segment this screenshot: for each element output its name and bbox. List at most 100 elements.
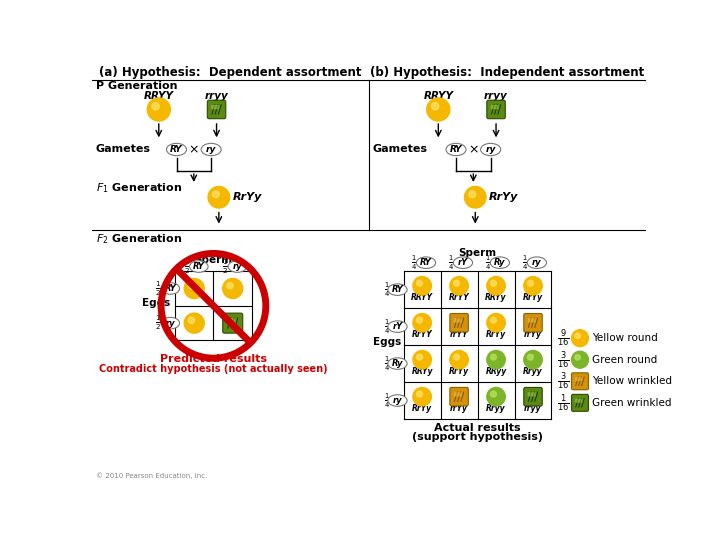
Text: $\frac{1}{2}$: $\frac{1}{2}$ [155,314,161,332]
Text: Eggs: Eggs [373,337,401,347]
FancyBboxPatch shape [454,318,462,322]
Text: ry: ry [392,396,402,405]
Circle shape [184,313,204,333]
Circle shape [572,330,588,347]
Text: RrYy: RrYy [233,192,262,202]
Text: RRYy: RRYy [485,293,507,302]
Circle shape [490,354,496,360]
Text: rrYy: rrYy [524,330,542,339]
Circle shape [450,350,468,369]
Circle shape [152,103,159,110]
Circle shape [523,350,542,369]
Text: Gametes: Gametes [373,145,428,154]
Text: Ry: Ry [392,359,403,368]
Text: RrYy: RrYy [486,330,506,339]
Circle shape [487,350,505,369]
Ellipse shape [527,257,546,268]
Text: rrYY: rrYY [450,330,468,339]
Circle shape [523,276,542,295]
Circle shape [427,98,450,121]
Circle shape [490,317,496,323]
Circle shape [417,354,423,360]
Text: ry: ry [206,145,216,154]
Text: rY: rY [458,258,468,267]
Ellipse shape [446,143,466,156]
Text: rY: rY [392,322,402,331]
Text: $\frac{1}{16}$: $\frac{1}{16}$ [557,392,570,414]
Circle shape [147,98,171,121]
Text: $\frac{1}{2}$: $\frac{1}{2}$ [184,258,191,276]
FancyBboxPatch shape [227,319,235,323]
Text: $\frac{1}{2}$: $\frac{1}{2}$ [222,258,229,276]
Text: $\frac{1}{4}$: $\frac{1}{4}$ [384,392,390,410]
Text: RrYy: RrYy [489,192,518,202]
Ellipse shape [161,283,179,294]
Text: $F_1$ Generation: $F_1$ Generation [96,181,182,195]
FancyBboxPatch shape [454,392,462,396]
Circle shape [490,391,496,397]
Circle shape [454,280,459,286]
FancyBboxPatch shape [528,318,536,322]
Text: RY: RY [420,258,432,267]
Ellipse shape [481,143,500,156]
Text: © 2010 Pearson Education, Inc.: © 2010 Pearson Education, Inc. [96,472,207,480]
Circle shape [450,276,468,295]
Circle shape [575,333,580,339]
Circle shape [528,280,534,286]
Circle shape [572,351,588,368]
Ellipse shape [388,358,407,369]
Text: $\frac{1}{4}$: $\frac{1}{4}$ [384,280,390,299]
FancyBboxPatch shape [523,387,542,406]
Text: $\frac{1}{2}$: $\frac{1}{2}$ [155,279,161,298]
Text: RrYy: RrYy [412,404,432,413]
FancyBboxPatch shape [490,105,499,109]
Text: Yellow wrinkled: Yellow wrinkled [593,376,672,386]
Text: RRyy: RRyy [485,367,507,376]
Circle shape [528,354,534,360]
Circle shape [490,280,496,286]
Text: Actual results: Actual results [434,423,521,433]
Text: (a) Hypothesis:  Dependent assortment: (a) Hypothesis: Dependent assortment [99,66,361,79]
FancyBboxPatch shape [207,100,226,119]
Ellipse shape [161,318,179,329]
Circle shape [208,186,230,208]
Text: Yellow round: Yellow round [593,333,658,343]
FancyBboxPatch shape [572,394,588,411]
Text: (b) Hypothesis:  Independent assortment: (b) Hypothesis: Independent assortment [371,66,644,79]
Circle shape [417,280,423,286]
FancyBboxPatch shape [572,373,588,390]
Text: rryy: rryy [524,404,541,413]
Text: RY: RY [450,145,462,154]
Ellipse shape [454,257,472,268]
Circle shape [487,276,505,295]
Ellipse shape [490,257,510,268]
Text: RRYY: RRYY [423,91,454,100]
Circle shape [188,282,194,289]
Text: ry: ry [233,262,242,271]
Circle shape [413,350,431,369]
Text: ×: × [189,143,199,156]
Text: RrYY: RrYY [449,293,469,302]
Text: rrYy: rrYy [450,404,468,413]
Text: $\frac{1}{4}$: $\frac{1}{4}$ [522,254,528,272]
Ellipse shape [388,284,407,295]
Circle shape [413,387,431,406]
Circle shape [417,391,423,397]
Text: Predicted results: Predicted results [160,354,267,364]
FancyBboxPatch shape [222,313,243,333]
Text: RRYy: RRYy [411,367,433,376]
FancyBboxPatch shape [528,392,536,396]
Text: $F_2$ Generation: $F_2$ Generation [96,233,182,246]
Circle shape [487,387,505,406]
Circle shape [431,103,438,110]
Text: $\frac{9}{16}$: $\frac{9}{16}$ [557,327,570,349]
Ellipse shape [388,395,407,406]
Text: $\frac{1}{4}$: $\frac{1}{4}$ [384,318,390,336]
Text: $\frac{1}{4}$: $\frac{1}{4}$ [411,254,418,272]
Text: Sperm: Sperm [459,248,497,259]
Text: Gametes: Gametes [96,145,150,154]
Text: RRYY: RRYY [411,293,433,302]
Ellipse shape [228,261,246,272]
Circle shape [487,314,505,332]
Circle shape [575,355,580,360]
